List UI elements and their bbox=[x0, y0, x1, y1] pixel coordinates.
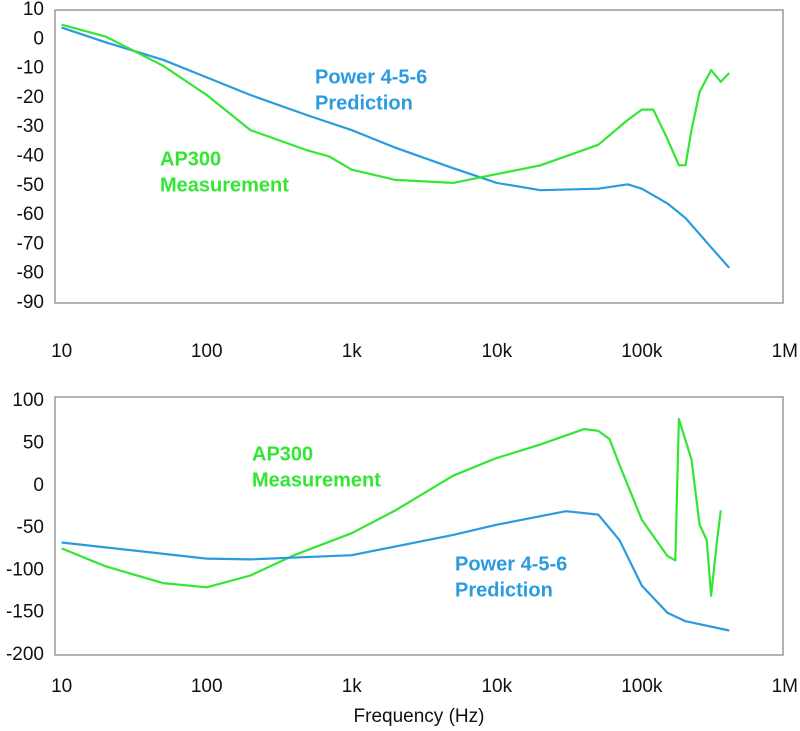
series-annotation: Power 4-5-6 bbox=[455, 553, 567, 575]
y-tick-label: -80 bbox=[17, 263, 44, 284]
x-tick-label: 1k bbox=[342, 341, 363, 362]
series-annotation: AP300 bbox=[252, 443, 313, 465]
x-tick-label: 10k bbox=[481, 676, 512, 697]
series-annotation: Prediction bbox=[455, 579, 553, 601]
data-line bbox=[61, 26, 731, 269]
y-tick-label: 50 bbox=[23, 433, 44, 454]
y-tick-label: -150 bbox=[6, 602, 44, 623]
x-axis-label: Frequency (Hz) bbox=[354, 706, 485, 727]
y-tick-label: -90 bbox=[17, 292, 44, 313]
data-line bbox=[61, 510, 730, 632]
x-tick-label: 1k bbox=[342, 676, 363, 697]
y-tick-label: -50 bbox=[17, 175, 44, 196]
x-tick-label: 100k bbox=[621, 341, 663, 362]
x-tick-label: 10 bbox=[51, 676, 72, 697]
data-line bbox=[61, 23, 730, 184]
y-tick-label: 0 bbox=[33, 28, 44, 49]
y-tick-label: -20 bbox=[17, 87, 44, 108]
x-tick-label: 1M bbox=[772, 676, 798, 697]
y-tick-label: -70 bbox=[17, 233, 44, 254]
y-tick-label: -60 bbox=[17, 204, 44, 225]
x-tick-label: 100 bbox=[191, 676, 223, 697]
data-line bbox=[61, 417, 722, 597]
series-annotation: AP300 bbox=[160, 148, 221, 170]
x-tick-label: 100k bbox=[621, 676, 663, 697]
y-tick-label: 10 bbox=[23, 0, 44, 20]
y-tick-label: -50 bbox=[17, 517, 44, 538]
y-tick-label: -100 bbox=[6, 559, 44, 580]
series-annotation: Measurement bbox=[160, 174, 289, 196]
x-tick-label: 10 bbox=[51, 341, 72, 362]
series-annotation: Prediction bbox=[315, 92, 413, 114]
series-annotation: Measurement bbox=[252, 469, 381, 491]
plot-frame bbox=[54, 396, 784, 656]
x-tick-label: 100 bbox=[191, 341, 223, 362]
y-tick-label: 100 bbox=[12, 390, 44, 411]
x-tick-label: 10k bbox=[481, 341, 512, 362]
y-tick-label: -40 bbox=[17, 146, 44, 167]
x-tick-label: 1M bbox=[772, 341, 798, 362]
series-annotation: Power 4-5-6 bbox=[315, 66, 427, 88]
y-tick-label: -200 bbox=[6, 644, 44, 665]
y-tick-label: 0 bbox=[33, 475, 44, 496]
plot-frame bbox=[54, 9, 784, 304]
y-tick-label: -10 bbox=[17, 58, 44, 79]
y-tick-label: -30 bbox=[17, 116, 44, 137]
